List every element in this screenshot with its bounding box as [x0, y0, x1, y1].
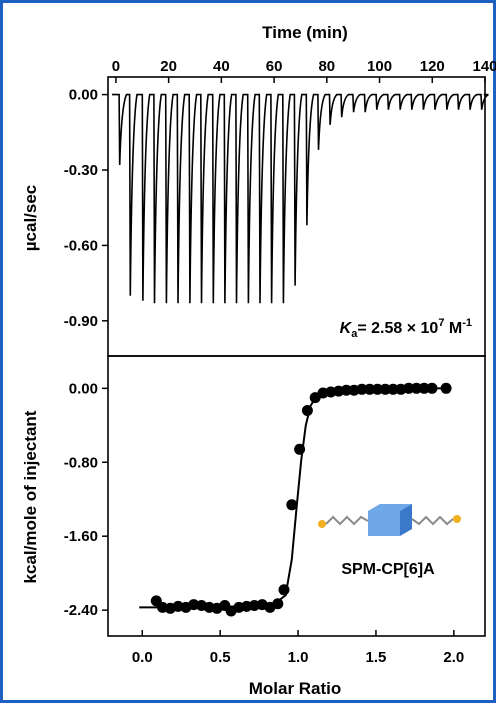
top-x-tick-label: 100 — [367, 58, 392, 75]
thermogram-trace — [112, 93, 489, 304]
bottom-x-tick-label: 1.5 — [366, 649, 387, 666]
data-point — [301, 405, 313, 416]
data-point — [372, 383, 383, 395]
ka-symbol: K — [340, 320, 353, 337]
bottom-panel: 0.0 0.5 1.0 1.5 2.0 0.00 -0.80 -1.60 -2.40 Mola… — [21, 355, 486, 698]
inset-molecule: SPM-CP[6]A — [318, 504, 461, 578]
top-x-axis-label: Time (min) — [262, 23, 348, 42]
data-point — [418, 382, 430, 394]
bottom-x-tick-label: 0.0 — [132, 649, 153, 666]
ka-subscript: a — [351, 328, 358, 340]
top-x-tick-label: 80 — [318, 58, 335, 75]
bottom-x-axis-label: Molar Ratio — [249, 679, 342, 698]
bottom-x-ticks: 0.0 0.5 1.0 1.5 2.0 — [132, 630, 464, 666]
top-x-tick-label: 20 — [160, 58, 177, 75]
top-x-tick-label: 0 — [112, 58, 120, 75]
inset-left-terminal — [318, 520, 326, 528]
data-point — [387, 383, 399, 395]
data-point — [440, 382, 452, 394]
bottom-y-tick-label: -0.80 — [64, 454, 98, 471]
data-point — [272, 598, 284, 610]
top-x-tick-label: 120 — [420, 58, 445, 75]
top-x-tick-label: 140 — [472, 58, 496, 75]
bottom-y-tick-label: -2.40 — [64, 602, 98, 619]
top-y-ticks: 0.00 -0.30 -0.60 -0.90 — [64, 87, 108, 330]
data-point — [426, 382, 438, 394]
bottom-y-tick-label: 0.00 — [69, 380, 98, 397]
bottom-x-tick-label: 0.5 — [210, 649, 231, 666]
top-y-tick-label: -0.60 — [64, 237, 98, 254]
data-point — [286, 499, 298, 511]
inset-right-terminal — [453, 515, 461, 523]
ka-value: = 2.58 × 10 — [357, 320, 438, 337]
inset-label: SPM-CP[6]A — [341, 561, 435, 578]
ka-unit-exponent: -1 — [462, 317, 472, 329]
data-point — [379, 383, 391, 395]
inset-macrocycle-front — [368, 511, 400, 536]
bottom-plot-frame — [107, 355, 486, 637]
top-y-axis-label: µcal/sec — [21, 185, 40, 252]
bottom-y-tick-label: -1.60 — [64, 528, 98, 545]
data-point — [340, 384, 352, 396]
ka-unit: M — [444, 320, 462, 337]
data-point — [356, 383, 368, 395]
top-y-tick-label: 0.00 — [69, 87, 98, 104]
bottom-x-tick-label: 2.0 — [443, 649, 464, 666]
inset-left-chain — [325, 515, 369, 526]
bottom-x-tick-label: 1.0 — [288, 649, 309, 666]
data-point — [294, 443, 306, 455]
data-point — [278, 584, 290, 596]
bottom-y-axis-label: kcal/mole of injectant — [21, 410, 40, 583]
data-point — [364, 383, 376, 395]
top-x-tick-label: 40 — [213, 58, 230, 75]
data-point — [411, 382, 422, 394]
inset-macrocycle-top — [368, 504, 412, 511]
binding-constant-annotation: Ka= 2.58 × 107 M-1 — [340, 317, 472, 340]
ka-exponent: 7 — [438, 317, 444, 329]
data-points — [150, 382, 452, 617]
data-point — [403, 382, 415, 394]
top-x-ticks: 0 20 40 60 80 100 120 140 — [112, 58, 496, 83]
inset-macrocycle-side — [400, 504, 412, 536]
inset-right-chain — [411, 515, 454, 526]
bottom-y-ticks: 0.00 -0.80 -1.60 -2.40 — [64, 380, 108, 619]
top-x-tick-label: 60 — [266, 58, 283, 75]
top-y-tick-label: -0.30 — [64, 162, 98, 179]
top-panel: Time (min) 0 20 40 60 80 100 120 140 0.00 -0.30 -… — [21, 23, 496, 357]
top-y-tick-label: -0.90 — [64, 313, 98, 330]
